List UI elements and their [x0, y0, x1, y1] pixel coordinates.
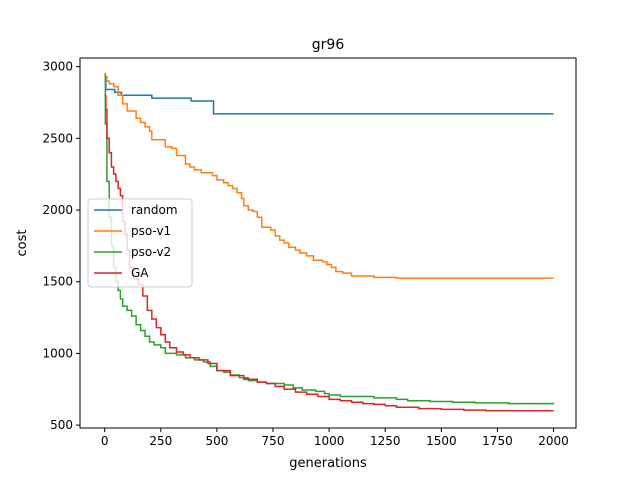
series-layer — [104, 73, 555, 412]
plot-area: 0 250 500 750 1000 1250 1500 1750 2000 500 1000 15… — [42, 57, 577, 448]
x-tick-label: 750 — [262, 434, 285, 448]
x-tick-label: 1500 — [426, 434, 457, 448]
legend: random pso-v1 pso-v2 GA — [87, 198, 193, 288]
legend-label: pso-v1 — [131, 224, 171, 238]
x-tick-label: 1750 — [482, 434, 513, 448]
series-line-ga — [104, 94, 554, 412]
legend-label: GA — [131, 266, 149, 280]
y-tick-label: 2000 — [42, 203, 73, 217]
chart-title: gr96 — [312, 37, 345, 53]
x-tick-label: 1250 — [370, 434, 401, 448]
x-axis-ticks: 0 250 500 750 1000 1250 1500 1750 2000 — [101, 428, 569, 448]
legend-box — [87, 198, 193, 288]
x-tick-label: 0 — [101, 434, 109, 448]
y-tick-label: 1000 — [42, 346, 73, 360]
x-axis-label: generations — [289, 456, 367, 471]
legend-label: pso-v2 — [131, 245, 171, 259]
y-axis-ticks: 500 1000 1500 2000 2500 3000 — [42, 60, 80, 432]
y-axis-label: cost — [15, 230, 30, 257]
x-tick-label: 1000 — [314, 434, 345, 448]
x-tick-label: 250 — [149, 434, 172, 448]
y-tick-label: 1500 — [42, 275, 73, 289]
x-tick-label: 2000 — [538, 434, 569, 448]
axes-frame — [79, 57, 577, 429]
series-line-pso-v1 — [104, 75, 554, 279]
y-tick-label: 2500 — [42, 131, 73, 145]
y-tick-label: 3000 — [42, 60, 73, 74]
series-line-random — [104, 80, 554, 115]
legend-label: random — [131, 203, 178, 217]
x-tick-label: 500 — [205, 434, 228, 448]
y-tick-label: 500 — [50, 418, 73, 432]
